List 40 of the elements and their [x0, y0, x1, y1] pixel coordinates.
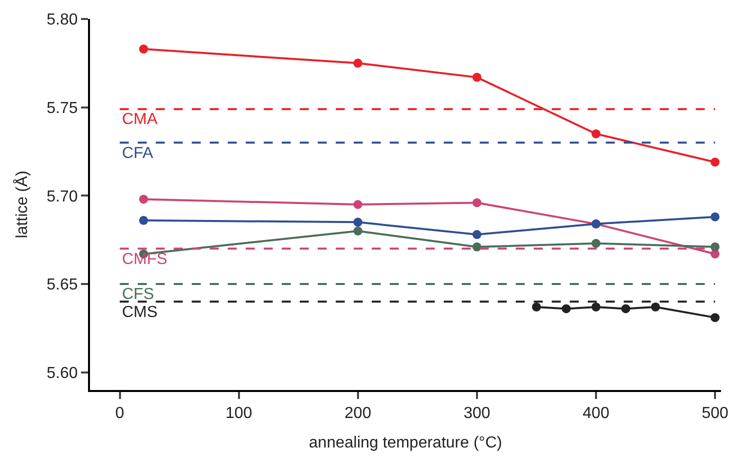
point: [651, 302, 660, 312]
x-tick-label: 200: [344, 405, 372, 422]
point: [591, 129, 600, 138]
point: [621, 304, 630, 314]
point: [532, 302, 541, 312]
ref-line-label: CMA: [122, 111, 158, 128]
y-tick-label: 5.60: [46, 364, 78, 382]
x-tick-label: 300: [464, 405, 490, 422]
point: [562, 304, 571, 314]
point: [472, 230, 482, 240]
x-tick-label: 500: [702, 405, 728, 422]
point: [472, 198, 482, 208]
ref-line-label: CMFS: [122, 251, 168, 268]
x-tick-label: 100: [225, 405, 252, 422]
point: [139, 194, 148, 204]
point: [591, 302, 600, 312]
point: [472, 242, 482, 252]
point: [710, 212, 720, 222]
point: [139, 216, 148, 225]
y-axis-title: lattice (Å): [13, 170, 32, 238]
ref-line-label: CFA: [122, 145, 154, 162]
x-tick-label: 400: [582, 405, 610, 422]
point: [353, 200, 362, 209]
y-tick-label: 5.75: [46, 100, 78, 117]
x-tick-label: 0: [115, 405, 124, 422]
point: [139, 44, 148, 54]
point: [353, 218, 362, 227]
point: [710, 242, 720, 252]
ref-line-label: CMS: [122, 304, 158, 321]
y-tick-label: 5.65: [46, 276, 78, 294]
point: [353, 58, 362, 68]
point: [353, 226, 362, 236]
point: [710, 313, 720, 322]
point: [472, 72, 482, 82]
y-tick-label: 5.70: [46, 188, 78, 206]
y-tick-label: 5.80: [46, 12, 78, 29]
point: [710, 158, 720, 167]
point: [591, 238, 600, 248]
ref-line-label: CFS: [122, 286, 154, 303]
x-axis-title: annealing temperature (°C): [308, 434, 502, 452]
